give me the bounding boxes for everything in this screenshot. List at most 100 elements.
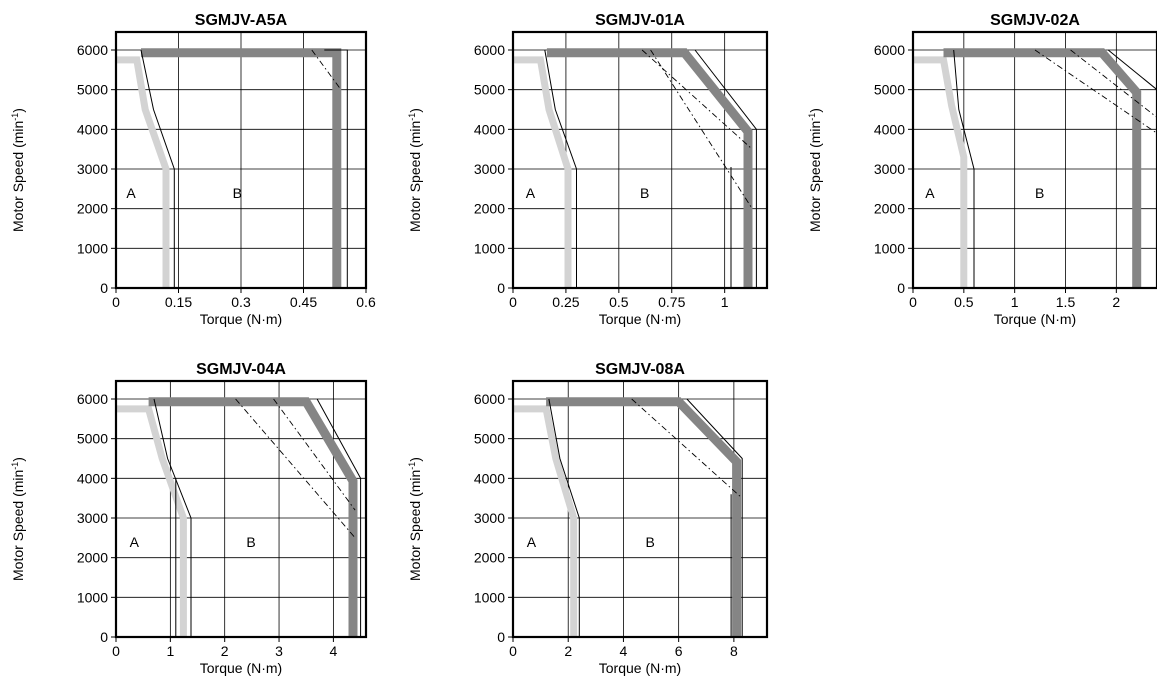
y-tick-label: 2000 (874, 201, 905, 217)
chart-0: SGMJV-A5A 0 1000 2000 3000 4000 5000 6000 0 0.15 0… (10, 12, 376, 327)
x-axis-label: Torque (N·m) (599, 311, 681, 327)
y-tick-label: 4000 (77, 470, 108, 486)
x-tick-label: 0.45 (290, 294, 317, 310)
y-tick-label: 5000 (474, 82, 505, 98)
y-axis-label-text: Motor Speed (min (10, 470, 26, 581)
series-dash (1070, 49, 1157, 118)
y-tick-label: 6000 (77, 42, 108, 58)
y-axis-label-end: ) (10, 108, 26, 113)
series-continuous-band (513, 56, 572, 288)
x-tick-label: 0.6 (356, 294, 376, 310)
series-instantaneous-band (141, 48, 342, 288)
x-tick-label: 1 (721, 294, 729, 310)
series-group (513, 397, 743, 637)
y-tick-label: 0 (897, 280, 905, 296)
chart-4: SGMJV-08A 0 1000 2000 3000 4000 5000 6000 0 2 4 6 8 T… (407, 361, 769, 676)
plot-frame (511, 30, 769, 290)
y-axis-label-text: Motor Speed (min (807, 121, 823, 232)
series-continuous-band (116, 405, 187, 637)
series-continuous-band (513, 405, 578, 637)
x-tick-label: 0 (509, 643, 517, 659)
series-group (116, 48, 348, 288)
y-tick-label: 4000 (874, 121, 905, 137)
y-tick-label: 3000 (874, 161, 905, 177)
series-dash (273, 398, 356, 511)
chart-title: SGMJV-02A (990, 12, 1080, 29)
x-tick-label: 0 (509, 294, 517, 310)
x-tick-label: 0.15 (165, 294, 192, 310)
x-tick-label: 0 (112, 643, 120, 659)
y-tick-label: 0 (100, 280, 108, 296)
region-label-b: B (233, 185, 242, 201)
x-tick-label: 3 (275, 643, 283, 659)
series-continuous-band (116, 56, 170, 288)
chart-title: SGMJV-01A (595, 12, 685, 29)
y-tick-label: 2000 (474, 550, 505, 566)
y-axis-label: Motor Speed (min-1) (10, 108, 26, 232)
y-axis-label-sup: -1 (10, 462, 20, 470)
y-axis-label-text: Motor Speed (min (407, 121, 423, 232)
y-axis-label-sup: -1 (807, 113, 817, 121)
series-instantaneous-band (943, 48, 1142, 288)
y-tick-label: 4000 (77, 121, 108, 137)
series-instantaneous-band (546, 48, 753, 288)
x-tick-label: 0.3 (231, 294, 251, 310)
y-tick-label: 4000 (474, 470, 505, 486)
chart-title: SGMJV-04A (196, 361, 286, 378)
region-label-a: A (527, 534, 537, 550)
x-tick-label: 4 (329, 643, 337, 659)
y-axis-label-sup: -1 (10, 113, 20, 121)
series-dash (641, 49, 753, 150)
series-thin (548, 398, 580, 637)
series-group (513, 48, 757, 288)
chart-title: SGMJV-A5A (195, 12, 288, 29)
x-tick-label: 2 (564, 643, 572, 659)
series-dash (235, 398, 356, 539)
y-axis-label-end: ) (407, 108, 423, 113)
y-axis-label-sup: -1 (407, 462, 417, 470)
y-tick-label: 1000 (874, 240, 905, 256)
y-tick-label: 6000 (77, 391, 108, 407)
y-axis-label-end: ) (10, 457, 26, 462)
y-tick-label: 5000 (474, 431, 505, 447)
y-tick-label: 3000 (77, 161, 108, 177)
x-tick-label: 8 (730, 643, 738, 659)
x-axis-label: Torque (N·m) (200, 311, 282, 327)
y-tick-label: 0 (497, 629, 505, 645)
y-axis-label-sup: -1 (407, 113, 417, 121)
series-continuous-band (913, 56, 968, 288)
region-label-a: A (925, 185, 935, 201)
grid (513, 32, 767, 288)
x-tick-label: 0.5 (609, 294, 629, 310)
series-instantaneous-band (148, 397, 358, 637)
y-tick-label: 6000 (474, 42, 505, 58)
series-group (116, 397, 362, 637)
y-tick-label: 2000 (77, 201, 108, 217)
region-label-b: B (1035, 185, 1044, 201)
plot-frame (511, 379, 769, 639)
x-tick-label: 0 (909, 294, 917, 310)
series-instantaneous-band (546, 397, 742, 637)
y-tick-label: 3000 (77, 510, 108, 526)
y-tick-label: 2000 (474, 201, 505, 217)
x-tick-label: 1 (166, 643, 174, 659)
series-dash (650, 49, 753, 209)
x-axis-label: Torque (N·m) (994, 311, 1076, 327)
y-tick-label: 5000 (77, 82, 108, 98)
grid (116, 32, 366, 288)
series-thin (316, 398, 362, 637)
y-tick-label: 1000 (77, 240, 108, 256)
region-label-a: A (130, 534, 140, 550)
series-thin (1107, 49, 1157, 91)
y-tick-label: 3000 (474, 161, 505, 177)
region-label-b: B (646, 534, 655, 550)
x-tick-label: 6 (675, 643, 683, 659)
series-group (913, 48, 1157, 288)
plot-frame (911, 30, 1157, 290)
x-tick-label: 0 (112, 294, 120, 310)
y-axis-label: Motor Speed (min-1) (407, 108, 423, 232)
y-axis-label-end: ) (807, 108, 823, 113)
region-label-b: B (640, 185, 649, 201)
y-tick-label: 4000 (474, 121, 505, 137)
